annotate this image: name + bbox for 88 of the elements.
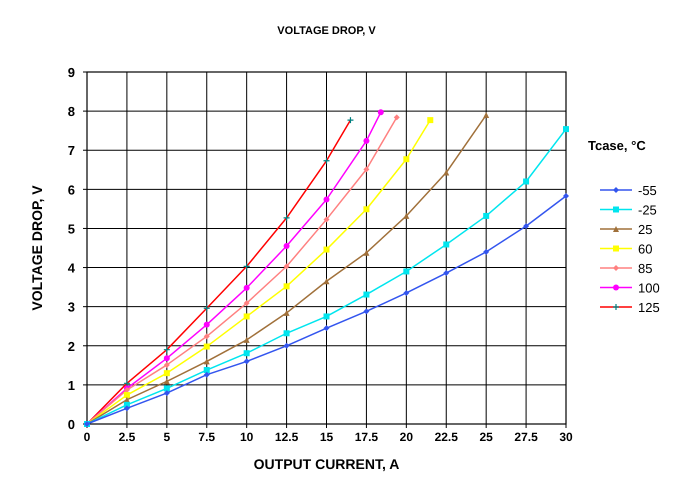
point (244, 300, 250, 306)
point (563, 126, 569, 132)
point (523, 223, 530, 230)
legend-label: -55 (638, 183, 657, 198)
point (443, 170, 450, 176)
point (204, 333, 210, 340)
y-tick-label: 7 (68, 143, 75, 158)
point (403, 268, 410, 274)
y-tick-label: 3 (68, 300, 75, 315)
point (443, 270, 450, 276)
legend-label: 60 (638, 242, 652, 256)
point (244, 350, 250, 356)
point (483, 212, 490, 219)
point (204, 358, 210, 364)
x-axis-title: OUTPUT CURRENT, A (254, 456, 400, 472)
point (244, 358, 250, 364)
point (284, 342, 290, 349)
point (284, 263, 290, 270)
x-tick-label: 2.5 (118, 430, 136, 444)
point (378, 109, 384, 116)
y-tick-label: 5 (68, 221, 75, 236)
point (363, 166, 370, 172)
point (204, 367, 210, 374)
point (284, 310, 290, 316)
x-tick-label: 7.5 (198, 430, 216, 444)
x-tick-label: 30 (559, 430, 573, 444)
point (324, 278, 330, 284)
x-tick-label: 22.5 (434, 430, 458, 444)
point (403, 290, 410, 296)
point (363, 292, 370, 298)
point (324, 216, 330, 222)
point (164, 378, 170, 384)
point (284, 330, 290, 336)
point (164, 390, 170, 396)
chart-title: VOLTAGE DROP, V (277, 25, 376, 37)
point (483, 248, 490, 255)
y-tick-label: 1 (68, 378, 75, 393)
y-tick-label: 2 (68, 338, 75, 354)
point (483, 112, 490, 118)
legend-label: -25 (638, 202, 657, 218)
y-tick-label: 8 (68, 104, 75, 120)
point (363, 138, 370, 144)
x-tick-label: 12.5 (274, 430, 299, 444)
x-tick-label: 27.5 (514, 430, 538, 444)
y-axis-title: VOLTAGE DROP, V (29, 184, 45, 311)
point (164, 370, 170, 376)
point (324, 325, 330, 332)
x-tick-label: 10 (240, 430, 254, 444)
legend-label: 85 (638, 261, 652, 276)
legend-label: 125 (638, 300, 660, 315)
point (324, 313, 330, 320)
x-tick-label: 25 (479, 430, 494, 444)
x-tick-label: 0 (84, 430, 91, 444)
point (204, 344, 210, 350)
point (204, 372, 210, 378)
legend-label: 25 (638, 222, 652, 237)
point (443, 241, 450, 248)
point (427, 117, 434, 124)
point (523, 178, 530, 185)
x-tick-label: 15 (320, 430, 334, 444)
point (124, 392, 130, 398)
point (324, 246, 330, 253)
point (244, 313, 250, 320)
x-tick-label: 20 (400, 430, 414, 444)
point (124, 405, 130, 412)
point (324, 196, 330, 202)
legend-title: Tcase, °C (588, 138, 646, 153)
point (244, 336, 250, 343)
y-tick-label: 4 (68, 260, 76, 276)
y-tick-label: 9 (68, 65, 75, 80)
point (363, 308, 370, 314)
legend-label: 100 (638, 280, 660, 296)
point (394, 114, 400, 120)
y-tick-label: 6 (68, 182, 75, 198)
point (244, 284, 250, 291)
x-tick-label: 17.5 (354, 430, 378, 444)
point (284, 243, 290, 250)
point (164, 385, 170, 392)
point (403, 156, 410, 162)
point (563, 192, 569, 199)
point (164, 362, 170, 368)
point (204, 322, 210, 328)
point (164, 355, 170, 362)
point (363, 250, 370, 256)
point (363, 206, 370, 212)
y-tick-label: 0 (68, 417, 75, 432)
point (284, 283, 290, 290)
x-tick-label: 5 (163, 430, 170, 444)
